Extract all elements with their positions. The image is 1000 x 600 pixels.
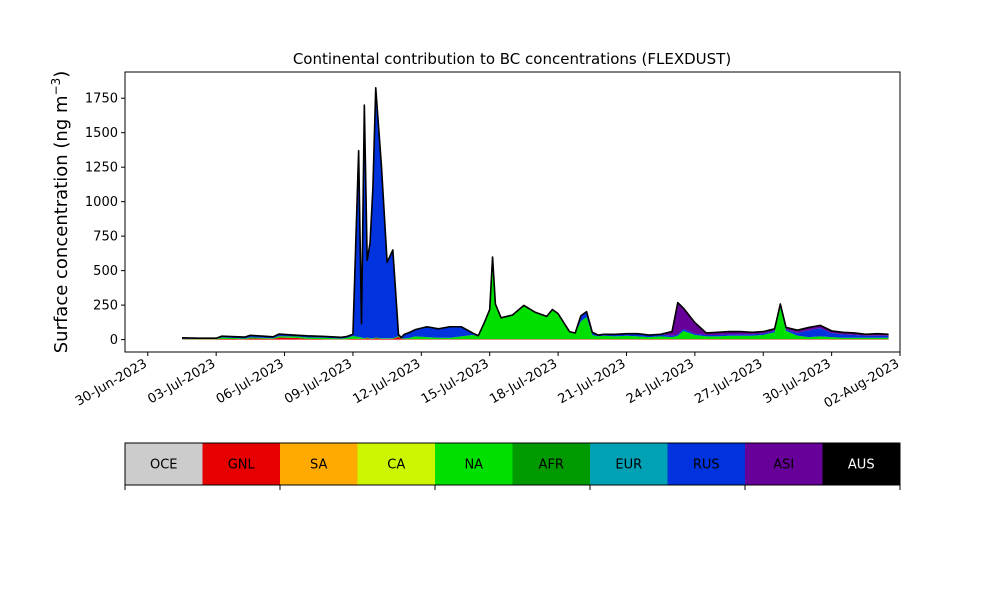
area-aus xyxy=(181,87,889,339)
plot-area-frame xyxy=(124,71,901,353)
y-tick-label: 1250 xyxy=(85,161,118,176)
y-tick-label: 1750 xyxy=(85,92,118,107)
y-tick-label: 0 xyxy=(110,333,118,348)
x-tick-label: 02-Aug-2023 xyxy=(822,356,902,411)
x-axis: 30-Jun-202303-Jul-202306-Jul-202309-Jul-… xyxy=(73,352,902,412)
y-tick-label: 250 xyxy=(93,299,118,314)
y-tick-label: 1500 xyxy=(85,126,118,141)
y-tick-label: 750 xyxy=(93,230,118,245)
total-line xyxy=(181,87,889,340)
x-tick-label: 27-Jul-2023 xyxy=(692,356,765,407)
legend-swatch-eur xyxy=(590,443,668,485)
x-tick-label: 30-Jun-2023 xyxy=(73,356,150,409)
legend-swatch-oce xyxy=(125,443,203,485)
legend-label-aus: AUS xyxy=(848,458,875,473)
x-tick-label: 06-Jul-2023 xyxy=(214,356,287,407)
x-tick-label: 09-Jul-2023 xyxy=(282,356,355,407)
legend-frame xyxy=(124,442,901,486)
x-tick-label: 21-Jul-2023 xyxy=(556,356,629,407)
legend-swatch-sa xyxy=(280,443,358,485)
x-tick-label: 12-Jul-2023 xyxy=(351,356,424,407)
total-outline xyxy=(181,87,889,340)
y-axis-label-superscript: −3 xyxy=(49,78,63,96)
x-tick-label: 18-Jul-2023 xyxy=(487,356,560,407)
legend-label-asi: ASI xyxy=(773,458,794,473)
y-axis: 0 250 500 750 1000 1250 1500 1750 xyxy=(85,92,125,348)
legend-swatch-aus xyxy=(822,443,901,485)
y-tick-label: 1000 xyxy=(85,195,118,210)
legend-label-eur: EUR xyxy=(615,458,642,473)
y-tick-label: 500 xyxy=(93,264,118,279)
legend-label-rus: RUS xyxy=(693,458,720,473)
x-tick-label: 24-Jul-2023 xyxy=(624,356,697,407)
chart-title: Continental contribution to BC concentra… xyxy=(293,50,731,68)
x-tick-label: 03-Jul-2023 xyxy=(145,356,218,407)
legend-label-oce: OCE xyxy=(150,458,178,473)
area-asi xyxy=(181,87,889,339)
y-axis-label: Surface concentration (ng m−3) xyxy=(49,71,72,354)
area-na xyxy=(181,257,889,340)
legend-label-na: NA xyxy=(464,458,483,473)
legend-colorbar: OCE GNL SA CA NA AFR EUR RUS ASI AUS xyxy=(124,442,901,490)
area-rus xyxy=(181,87,889,339)
y-axis-label-main: Surface concentration (ng m xyxy=(51,95,72,353)
stacked-area-layers xyxy=(181,87,889,340)
legend-swatch-afr xyxy=(512,443,591,485)
legend-swatch-na xyxy=(435,443,513,485)
legend-label-sa: SA xyxy=(310,458,327,473)
legend-label-afr: AFR xyxy=(539,458,564,473)
legend-label-gnl: GNL xyxy=(228,458,256,473)
legend-swatch-ca xyxy=(357,443,436,485)
legend-label-ca: CA xyxy=(387,458,405,473)
x-tick-label: 15-Jul-2023 xyxy=(419,356,492,407)
legend-swatch-asi xyxy=(745,443,823,485)
legend-swatch-gnl xyxy=(202,443,281,485)
legend-swatch-rus xyxy=(667,443,746,485)
y-axis-label-close: ) xyxy=(51,71,72,78)
